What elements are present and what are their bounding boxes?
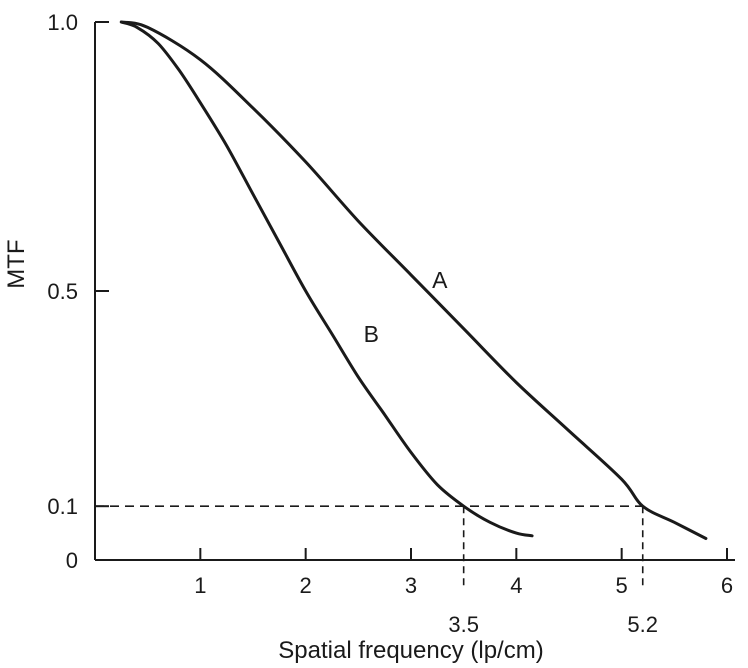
y-ticks: 0 0.1 0.5 1.0 (47, 10, 109, 573)
x-tick-label: 4 (510, 573, 522, 598)
x-ticks: 1 2 3 4 5 6 (194, 548, 733, 598)
reference-label: 3.5 (448, 612, 479, 637)
y-tick-label: 1.0 (47, 10, 78, 35)
curve-label-b: B (364, 321, 379, 347)
reference-label: 5.2 (627, 612, 658, 637)
curve-a (119, 20, 708, 540)
curve-b (119, 20, 534, 538)
x-tick-label: 1 (194, 573, 206, 598)
x-tick-label: 2 (300, 573, 312, 598)
curves: AB (119, 20, 708, 540)
x-tick-label: 6 (721, 573, 733, 598)
x-tick-label: 3 (405, 573, 417, 598)
y-tick-label: 0 (66, 548, 78, 573)
reference-lines: 3.5 5.2 (95, 505, 658, 637)
y-tick-label: 0.1 (47, 494, 78, 519)
y-axis-title: MTF (3, 239, 30, 288)
y-tick-label: 0.5 (47, 279, 78, 304)
axes (94, 22, 735, 561)
curve-label-a: A (432, 267, 448, 293)
x-axis-title: Spatial frequency (lp/cm) (278, 637, 543, 664)
x-tick-label: 5 (616, 573, 628, 598)
